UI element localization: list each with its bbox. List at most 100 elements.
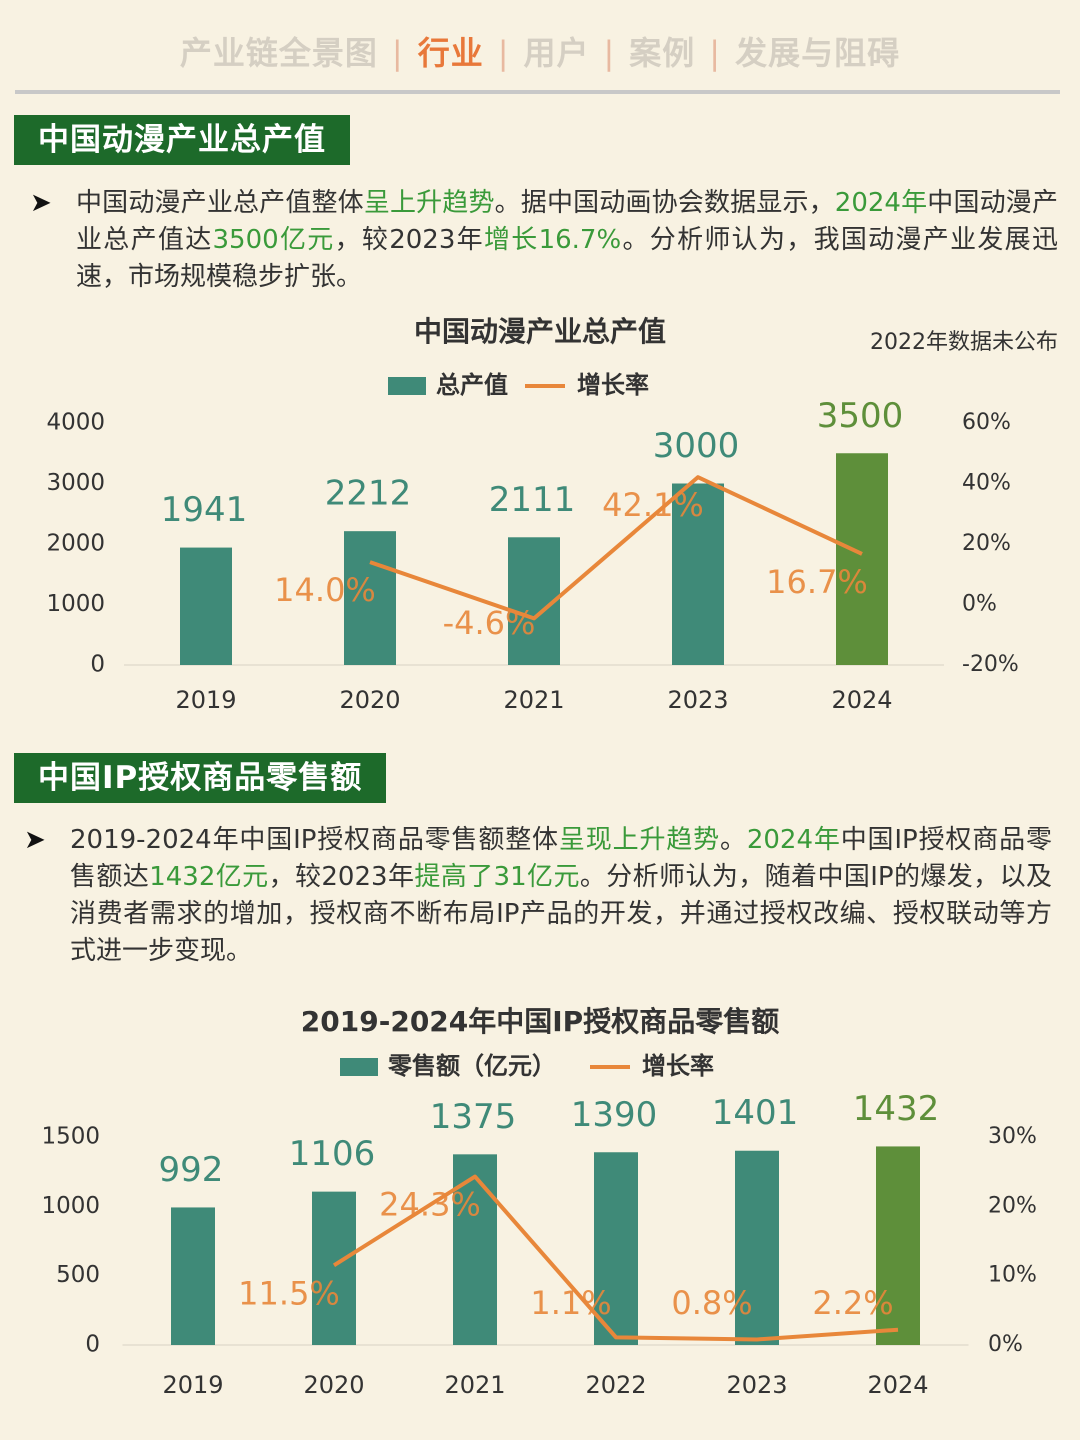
highlight-text: 2024年	[746, 825, 841, 855]
line-value-label: 14.0%	[274, 571, 376, 609]
x-tick-label: 2020	[303, 1371, 364, 1399]
line-value-label: 0.8%	[671, 1284, 752, 1322]
text: 中国动漫产业总产值整体	[76, 188, 364, 218]
bar-value-label: 1432	[853, 1089, 940, 1129]
y-tick-label: 0	[90, 652, 105, 678]
chart-title: 中国动漫产业总产值	[414, 315, 666, 348]
text: 。	[719, 825, 747, 855]
x-tick-label: 2024	[831, 686, 892, 714]
chart-title: 2019-2024年中国IP授权商品零售额	[301, 1005, 779, 1038]
x-tick-label: 2021	[444, 1371, 505, 1399]
bar-value-label: 992	[159, 1150, 224, 1190]
line	[369, 475, 863, 621]
text: 。分析师认为，随着中国IP的爆发，以及消费者需求的增加，授权商不断布局IP产品的…	[70, 862, 1052, 966]
text: ，较2023年	[268, 862, 415, 892]
x-tick-label: 2022	[585, 1371, 646, 1399]
section-heading: 中国IP授权商品零售额	[14, 753, 387, 803]
paragraph: 2019-2024年中国IP授权商品零售额整体呈现上升趋势。2024年中国IP授…	[24, 822, 1052, 970]
x-tick-label: 2020	[339, 686, 400, 714]
line-value-label: 24.3%	[379, 1186, 481, 1224]
y2-tick-label: 0%	[962, 592, 997, 617]
bar	[453, 1154, 497, 1345]
text: ，较2023年	[334, 225, 484, 255]
bar	[344, 531, 396, 665]
bar-value-label: 2111	[489, 480, 576, 520]
line-value-label: 16.7%	[766, 563, 868, 601]
text: 。分析师认为，我国动漫产业发展迅速，市场规模稳步扩张。	[76, 225, 1058, 292]
text: 中国动漫产业总产值达	[76, 188, 1058, 255]
y2-tick-label: 40%	[962, 471, 1011, 496]
divider	[15, 90, 1060, 94]
line-value-label: 42.1%	[602, 486, 704, 524]
chart: 中国动漫产业总产值 2022年数据未公布 0 1000 2000 3000 4000 -20%…	[46, 315, 1058, 714]
y-tick-label: 2000	[46, 531, 105, 557]
highlight-text: 呈现上升趋势	[558, 825, 720, 855]
x-tick-label: 2023	[667, 686, 728, 714]
text: 2019-2024年中国IP授权商品零售额整体	[70, 825, 559, 855]
y-tick-label: 0	[85, 1332, 100, 1358]
legend-label: 总产值	[436, 371, 508, 399]
nav: 产业链全景图行业用户案例发展与阻碍	[0, 28, 1080, 74]
bar	[836, 453, 888, 665]
bar-value-label: 1106	[289, 1134, 376, 1174]
chart-note: 2022年数据未公布	[870, 330, 1058, 355]
y2-tick-label: 30%	[988, 1124, 1037, 1149]
bar-value-label: 2212	[325, 474, 412, 514]
chart: 2019-2024年中国IP授权商品零售额 0 500 1000 1500 0% 10% 20…	[41, 1005, 1037, 1399]
highlight-text: 2024年	[834, 188, 928, 218]
nav-item: 案例	[590, 34, 696, 72]
y-tick-label: 1500	[41, 1124, 100, 1150]
highlight-text: 1432亿元	[149, 862, 269, 892]
bar-value-label: 3000	[653, 426, 740, 466]
nav-item: 用户	[484, 34, 590, 72]
y-tick-label: 1000	[46, 591, 105, 617]
y2-tick-label: 20%	[988, 1193, 1037, 1218]
bar-value-label: 1390	[571, 1095, 658, 1135]
legend-label: 增长率	[642, 1052, 714, 1080]
line-value-label: 1.1%	[530, 1284, 611, 1322]
bar-value-label: 1941	[161, 490, 248, 530]
y-tick-label: 1000	[41, 1193, 100, 1219]
highlight-text: 提高了31亿元	[414, 862, 580, 892]
legend-label: 零售额（亿元）	[387, 1052, 556, 1080]
x-tick-label: 2023	[726, 1371, 787, 1399]
bar	[180, 547, 232, 665]
section-heading: 中国动漫产业总产值	[14, 115, 350, 165]
nav-item: 产业链全景图	[179, 34, 378, 72]
legend-label: 增长率	[577, 371, 649, 399]
legend-swatch	[340, 1058, 378, 1076]
line-value-label: -4.6%	[443, 604, 536, 642]
highlight-text: 呈上升趋势	[363, 188, 495, 218]
bar-value-label: 1375	[430, 1097, 517, 1137]
bar	[594, 1152, 638, 1345]
highlight-text: 3500亿元	[212, 225, 335, 255]
y2-tick-label: 10%	[988, 1263, 1037, 1288]
x-tick-label: 2024	[867, 1371, 928, 1399]
x-tick-label: 2021	[503, 686, 564, 714]
bar	[312, 1191, 356, 1345]
bar	[876, 1146, 920, 1345]
bar	[672, 483, 724, 665]
y-tick-label: 500	[56, 1262, 100, 1288]
bar-value-label: 3500	[817, 396, 904, 436]
y2-tick-label: -20%	[962, 652, 1019, 677]
text: 中国IP授权商品零售额达	[70, 825, 1052, 892]
line-value-label: 2.2%	[812, 1284, 893, 1322]
highlight-text: 增长16.7%	[483, 225, 622, 255]
y2-tick-label: 0%	[988, 1332, 1023, 1357]
bar	[735, 1150, 779, 1345]
y2-tick-label: 20%	[962, 531, 1011, 556]
x-tick-label: 2019	[162, 1371, 223, 1399]
legend-swatch	[388, 377, 426, 395]
bar	[171, 1207, 215, 1345]
y-tick-label: 4000	[46, 410, 105, 436]
nav-item: 发展与阻碍	[695, 34, 900, 72]
y2-tick-label: 60%	[962, 410, 1011, 435]
x-tick-label: 2019	[175, 686, 236, 714]
y-tick-label: 3000	[46, 470, 105, 496]
line-value-label: 11.5%	[238, 1274, 340, 1312]
paragraph: 中国动漫产业总产值整体呈上升趋势。据中国动画协会数据显示，2024年中国动漫产业…	[30, 185, 1058, 296]
line	[332, 1174, 899, 1342]
nav-item: 行业	[378, 34, 484, 72]
